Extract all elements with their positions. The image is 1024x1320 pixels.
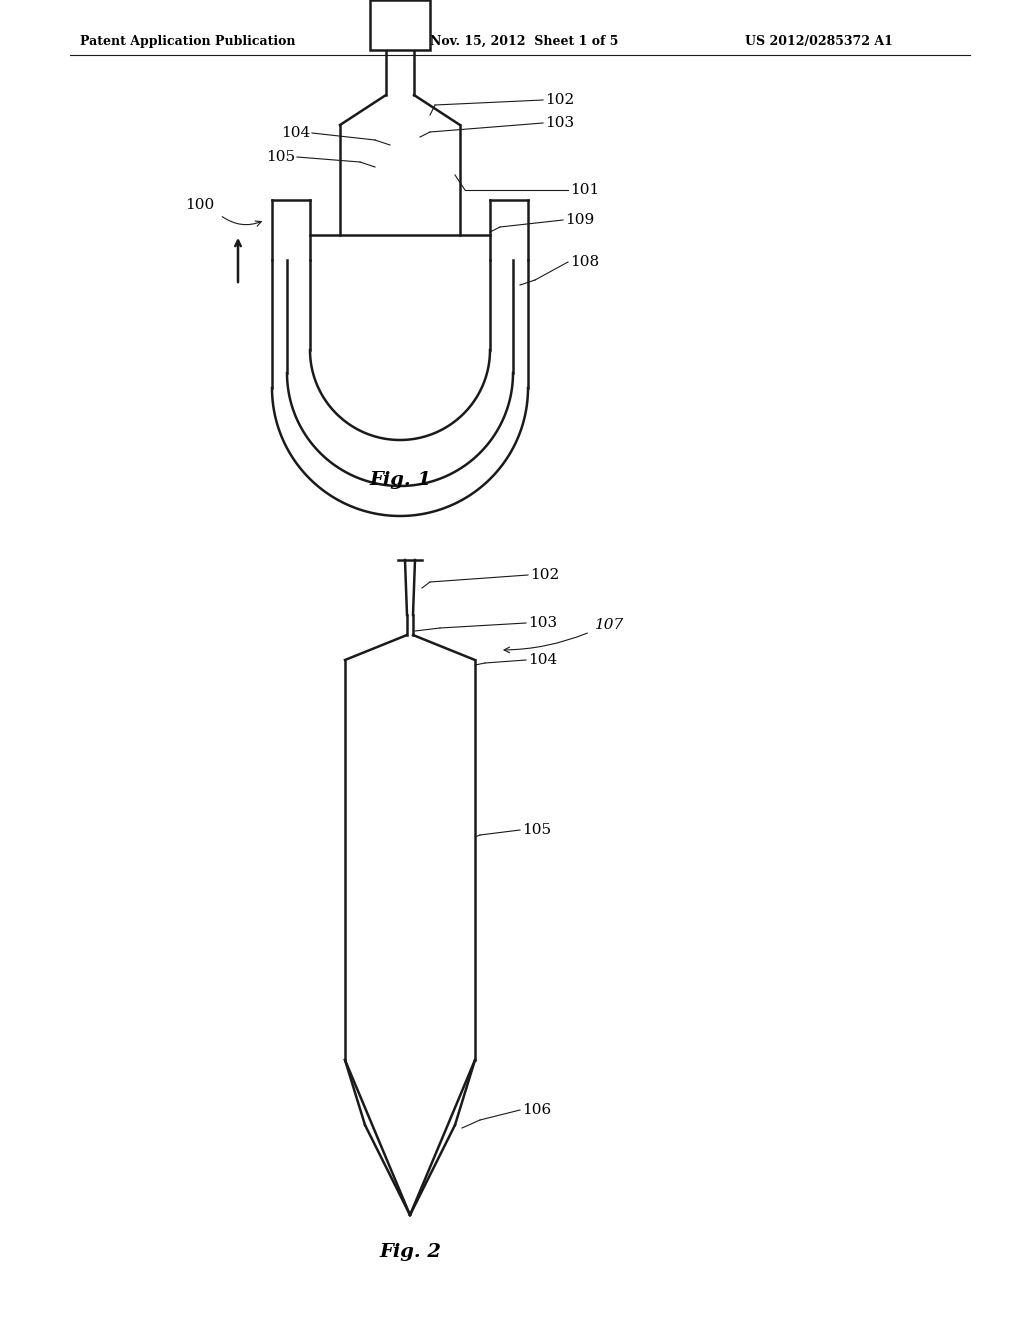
Text: Nov. 15, 2012  Sheet 1 of 5: Nov. 15, 2012 Sheet 1 of 5 bbox=[430, 36, 618, 48]
Text: Patent Application Publication: Patent Application Publication bbox=[80, 36, 296, 48]
Text: 103: 103 bbox=[528, 616, 557, 630]
Text: 102: 102 bbox=[545, 92, 574, 107]
Text: 105: 105 bbox=[522, 822, 551, 837]
Text: 104: 104 bbox=[281, 125, 310, 140]
Text: Fig. 1: Fig. 1 bbox=[369, 471, 431, 488]
Bar bbox=[370, 0, 430, 50]
Text: US 2012/0285372 A1: US 2012/0285372 A1 bbox=[745, 36, 893, 48]
Text: 109: 109 bbox=[565, 213, 594, 227]
Text: 100: 100 bbox=[185, 198, 215, 213]
Text: 101: 101 bbox=[570, 183, 599, 197]
Text: 106: 106 bbox=[522, 1104, 551, 1117]
Text: 105: 105 bbox=[266, 150, 295, 164]
Text: 102: 102 bbox=[530, 568, 559, 582]
Text: 108: 108 bbox=[570, 255, 599, 269]
Text: 103: 103 bbox=[545, 116, 574, 129]
Text: 104: 104 bbox=[528, 653, 557, 667]
Text: 107: 107 bbox=[595, 618, 625, 632]
Text: Fig. 2: Fig. 2 bbox=[379, 1243, 441, 1261]
